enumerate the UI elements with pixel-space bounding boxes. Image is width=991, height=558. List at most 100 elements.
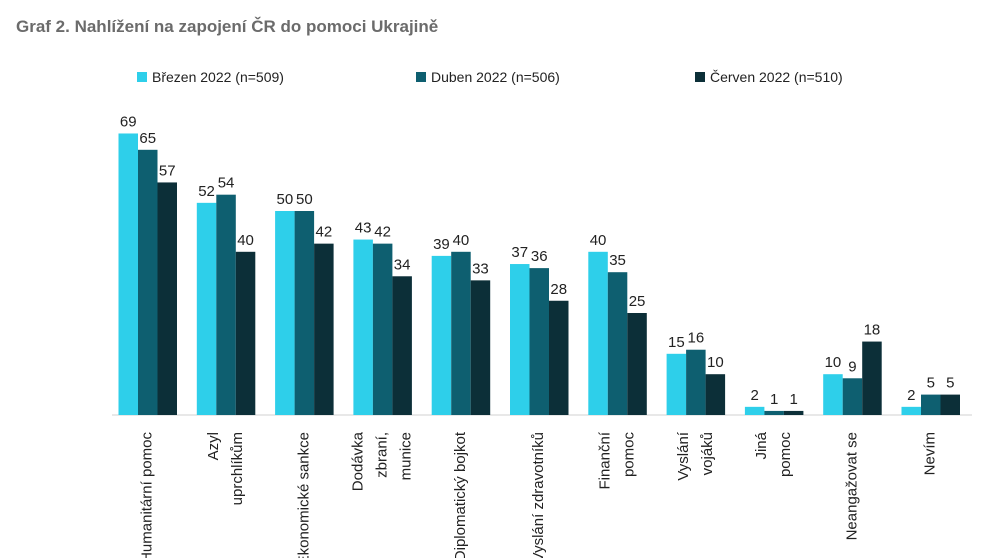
category-label-line: Vyslání zdravotníků	[530, 432, 547, 558]
bar	[783, 410, 804, 415]
legend-label: Červen 2022 (n=510)	[710, 69, 843, 85]
bar	[470, 280, 491, 415]
data-label: 39	[433, 236, 450, 253]
legend-item-brezen: Březen 2022 (n=509)	[137, 69, 284, 85]
category-label-line: Ekonomické sankce	[295, 432, 312, 558]
category-label-line: Nevím	[922, 432, 939, 475]
data-label: 10	[707, 354, 724, 371]
category-label: Diplomatický bojkot	[452, 431, 469, 558]
category-label-line: uprchlíkům	[229, 432, 246, 505]
data-label: 18	[864, 322, 881, 339]
bar	[431, 255, 452, 415]
data-label: 42	[316, 224, 333, 241]
category-label-line: Diplomatický bojkot	[452, 431, 469, 558]
category-label-line: Dodávka	[350, 431, 367, 491]
legend-label: Březen 2022 (n=509)	[152, 69, 284, 85]
data-label: 25	[629, 293, 646, 310]
category-label-line: Vyslání	[675, 431, 692, 480]
data-label: 9	[848, 358, 856, 375]
data-label: 2	[907, 387, 915, 404]
category-label: Humanitární pomoc	[139, 432, 156, 558]
data-label: 36	[531, 248, 548, 265]
bar	[666, 353, 687, 415]
legend-label: Duben 2022 (n=506)	[431, 69, 560, 85]
data-label: 10	[825, 354, 842, 371]
data-label: 16	[688, 330, 705, 347]
bar	[686, 349, 706, 415]
category-label-line: zbraní,	[374, 432, 391, 478]
data-label: 65	[139, 130, 156, 147]
bar	[294, 211, 315, 415]
data-label: 5	[927, 375, 935, 392]
data-label: 40	[237, 232, 254, 249]
data-label: 37	[511, 244, 528, 261]
data-label: 34	[394, 256, 411, 273]
bar	[607, 272, 628, 415]
category-label-line: pomoc	[621, 432, 638, 478]
category-label-line: Azyl	[205, 432, 222, 460]
bar	[627, 313, 647, 415]
bar	[940, 394, 960, 415]
bar	[823, 374, 843, 415]
data-label: 1	[770, 391, 778, 408]
category-label: Vyslání vojáků	[675, 431, 716, 480]
bar	[529, 268, 549, 415]
legend-swatch	[695, 72, 705, 82]
category-label-line: vojáků	[699, 432, 716, 475]
bar	[862, 341, 882, 415]
category-label-line: Neangažovat se	[843, 432, 860, 540]
bar	[764, 410, 784, 415]
category-label: Vyslání zdravotníků	[530, 432, 547, 558]
data-label: 35	[609, 252, 626, 269]
data-label: 2	[750, 387, 758, 404]
bar	[451, 251, 471, 415]
bar	[196, 202, 217, 415]
bar	[216, 194, 236, 415]
bar	[235, 251, 256, 415]
bar	[314, 243, 334, 415]
bar	[842, 378, 863, 415]
category-label-line: Jiná	[753, 431, 770, 459]
data-label: 40	[453, 232, 470, 249]
category-label: Nevím	[922, 432, 939, 475]
bar	[588, 251, 608, 415]
data-label: 54	[218, 175, 235, 192]
bar	[705, 374, 726, 415]
category-label: Azyl uprchlíkům	[205, 432, 246, 505]
legend-item-duben: Duben 2022 (n=506)	[416, 69, 560, 85]
data-label: 57	[159, 162, 176, 179]
chart-title: Graf 2. Nahlížení na zapojení ČR do pomo…	[16, 17, 439, 36]
bar	[372, 243, 393, 415]
data-label: 5	[946, 375, 954, 392]
bar	[901, 406, 921, 415]
bar	[157, 182, 177, 415]
data-label: 28	[550, 281, 567, 298]
category-label: Ekonomické sankce	[295, 432, 312, 558]
data-label: 1	[789, 391, 797, 408]
data-label: 15	[668, 334, 685, 351]
bar	[118, 133, 138, 416]
category-label-line: Finanční	[597, 431, 614, 489]
legend-item-cerven: Červen 2022 (n=510)	[695, 69, 843, 85]
data-label: 40	[590, 232, 607, 249]
category-label-line: Humanitární pomoc	[139, 432, 156, 558]
category-label: Finanční pomoc	[597, 431, 638, 489]
data-label: 52	[198, 183, 215, 200]
bar	[921, 394, 941, 415]
bar	[138, 149, 158, 416]
category-label: Neangažovat se	[843, 432, 860, 540]
bar	[549, 300, 569, 415]
bar	[744, 406, 765, 415]
data-label: 50	[277, 191, 294, 208]
data-label: 42	[374, 224, 391, 241]
bar	[353, 239, 373, 415]
legend-swatch	[137, 72, 147, 82]
category-label-line: pomoc	[777, 432, 794, 478]
data-label: 33	[472, 260, 489, 277]
bar	[510, 264, 530, 415]
category-label: Dodávka zbraní, munice	[350, 431, 415, 491]
bar	[275, 211, 295, 415]
data-label: 69	[120, 113, 137, 130]
legend-swatch	[416, 72, 426, 82]
